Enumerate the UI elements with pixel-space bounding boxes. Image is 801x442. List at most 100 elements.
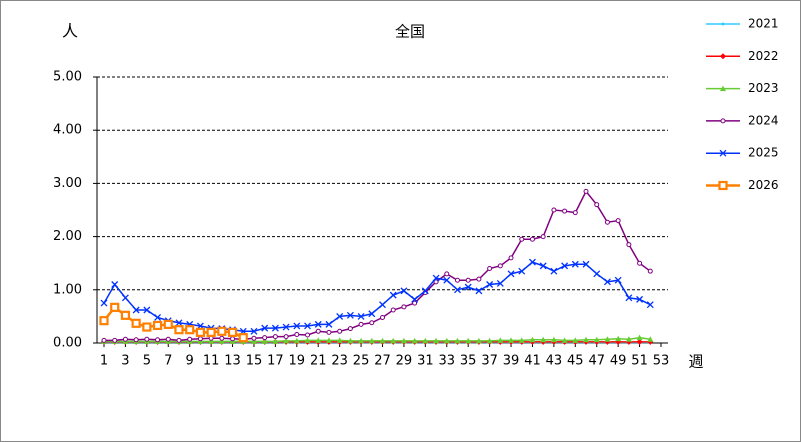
x-tick-label: 29: [396, 354, 413, 369]
legend-label: 2023: [748, 81, 779, 95]
point: [497, 263, 503, 269]
x-tick-label: 11: [203, 354, 220, 369]
series-line: [104, 336, 651, 343]
point: [154, 314, 162, 321]
point: [369, 320, 375, 326]
point: [562, 208, 568, 214]
x-tick-label: 5: [143, 354, 151, 369]
x-tick-label: 43: [546, 354, 563, 369]
point: [99, 316, 109, 326]
point: [626, 242, 632, 248]
legend-label: 2022: [748, 49, 779, 63]
point: [325, 337, 332, 343]
point: [305, 332, 311, 338]
point: [133, 337, 139, 343]
point: [217, 326, 227, 336]
point: [540, 234, 546, 240]
point: [230, 336, 236, 342]
point: [357, 312, 365, 320]
point: [593, 270, 601, 278]
point: [250, 327, 258, 335]
point: [261, 338, 268, 344]
legend-label: 2021: [748, 17, 779, 31]
point: [411, 337, 418, 344]
point: [110, 302, 120, 312]
point: [412, 300, 418, 306]
point: [465, 277, 471, 283]
point: [101, 337, 107, 343]
point: [497, 337, 504, 343]
point: [304, 337, 311, 343]
point: [475, 287, 483, 295]
point: [175, 319, 183, 327]
x-tick-label: 3: [121, 354, 129, 369]
point: [433, 337, 440, 344]
series-line: [104, 190, 651, 342]
x-tick-label: 51: [631, 354, 648, 369]
x-tick-label: 15: [246, 354, 263, 369]
point: [443, 337, 450, 344]
point: [294, 331, 300, 337]
point: [615, 218, 621, 224]
point: [142, 322, 152, 332]
point: [112, 337, 118, 343]
point: [518, 267, 526, 275]
point: [315, 328, 321, 334]
point: [625, 294, 633, 302]
point: [593, 336, 600, 343]
point: [283, 334, 289, 340]
y-tick-label: 4.00: [53, 123, 82, 138]
point: [507, 270, 515, 278]
point: [539, 262, 547, 270]
point: [718, 180, 728, 191]
point: [271, 324, 279, 332]
legend-label: 2024: [748, 113, 779, 127]
x-tick-label: 21: [310, 354, 327, 369]
point: [550, 267, 558, 275]
point: [347, 337, 354, 344]
point: [594, 202, 600, 208]
point: [572, 210, 578, 216]
point: [647, 268, 653, 274]
point: [132, 306, 140, 314]
point: [293, 337, 300, 344]
point: [454, 337, 461, 344]
point: [272, 334, 278, 340]
x-tick-label: 45: [567, 354, 584, 369]
y-tick-label: 2.00: [53, 229, 82, 244]
point: [174, 325, 184, 335]
point: [604, 336, 611, 342]
series-line: [103, 261, 651, 333]
point: [603, 278, 611, 286]
point: [218, 338, 225, 344]
x-tick-label: 35: [460, 354, 477, 369]
point: [390, 337, 397, 344]
point: [614, 276, 622, 284]
point: [529, 258, 536, 266]
point: [496, 279, 504, 287]
point: [250, 338, 257, 344]
point: [336, 337, 343, 343]
point: [379, 301, 386, 309]
y-tick-label: 3.00: [53, 176, 82, 191]
x-tick-label: 19: [289, 354, 306, 369]
point: [720, 118, 726, 124]
x-tick-label: 41: [524, 354, 541, 369]
point: [208, 338, 215, 344]
point: [625, 336, 632, 342]
point: [551, 207, 557, 213]
point: [337, 328, 343, 334]
point: [219, 335, 225, 341]
point: [486, 337, 493, 344]
y-tick-label: 5.00: [53, 70, 82, 85]
point: [304, 322, 311, 330]
point: [454, 286, 461, 294]
point: [336, 312, 344, 320]
point: [487, 266, 493, 272]
point: [358, 337, 365, 344]
point: [185, 325, 195, 335]
point: [195, 327, 206, 337]
x-tick-label: 37: [481, 354, 498, 369]
